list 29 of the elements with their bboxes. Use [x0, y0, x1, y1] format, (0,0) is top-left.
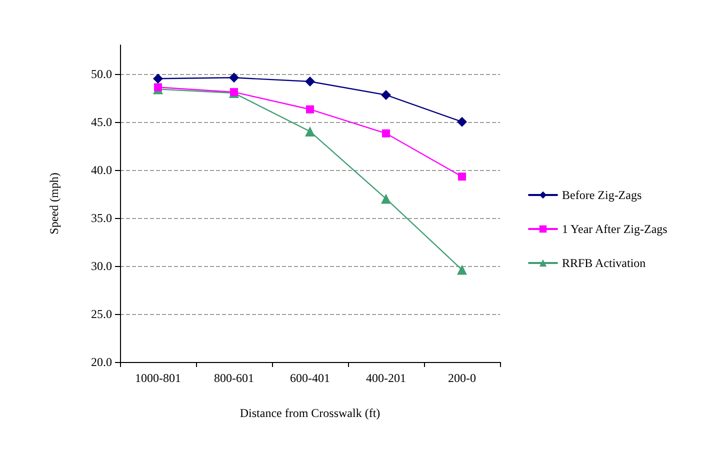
point [306, 105, 314, 114]
y-axis-title: Speed (mph) [47, 172, 61, 234]
x-axis-title: Distance from Crosswalk (ft) [240, 406, 380, 420]
x-tick-label: 800-601 [214, 371, 254, 385]
point [153, 74, 163, 84]
x-tick-label: 600-401 [290, 371, 330, 385]
y-tick-label: 25.0 [91, 306, 112, 321]
legend-label: Before Zig-Zags [562, 188, 642, 202]
x-tick-label: 400-201 [366, 371, 406, 385]
y-tick-label: 35.0 [91, 210, 112, 225]
x-tick-label: 200-0 [448, 371, 476, 385]
point [381, 194, 391, 204]
point [458, 172, 466, 181]
y-tick-label: 30.0 [91, 258, 112, 273]
legend-label: RRFB Activation [562, 256, 646, 270]
y-tick-label: 50.0 [91, 66, 112, 81]
x-tick-label: 1000-801 [135, 371, 181, 385]
point [382, 129, 390, 138]
point [381, 90, 391, 100]
point [457, 116, 467, 127]
y-tick-label: 45.0 [91, 114, 112, 129]
point [457, 264, 467, 275]
point [305, 126, 315, 136]
point [305, 76, 315, 87]
point [154, 83, 162, 92]
y-tick-label: 20.0 [91, 355, 112, 369]
legend-label: 1 Year After Zig-Zags [562, 222, 668, 236]
y-tick-label: 40.0 [91, 162, 112, 177]
point [229, 72, 239, 83]
